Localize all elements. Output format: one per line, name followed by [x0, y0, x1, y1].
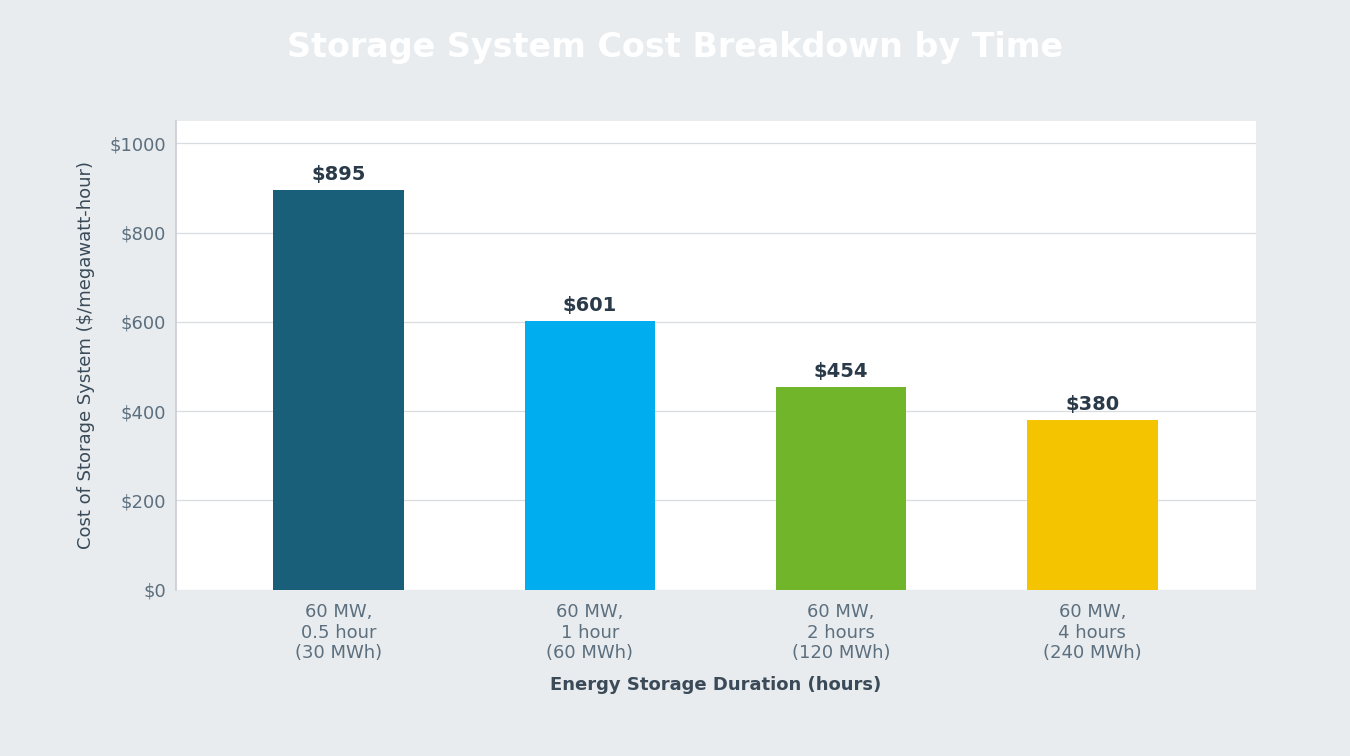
Bar: [776, 387, 906, 590]
Text: Storage System Cost Breakdown by Time: Storage System Cost Breakdown by Time: [288, 31, 1062, 64]
Bar: [525, 321, 655, 590]
Bar: [1027, 420, 1157, 590]
Text: $380: $380: [1065, 395, 1119, 414]
Text: $895: $895: [312, 165, 366, 184]
X-axis label: Energy Storage Duration (hours): Energy Storage Duration (hours): [549, 677, 882, 694]
Text: $601: $601: [563, 296, 617, 315]
Y-axis label: Cost of Storage System ($/megawatt-hour): Cost of Storage System ($/megawatt-hour): [77, 161, 96, 550]
Bar: [274, 191, 404, 590]
Text: $454: $454: [814, 362, 868, 381]
